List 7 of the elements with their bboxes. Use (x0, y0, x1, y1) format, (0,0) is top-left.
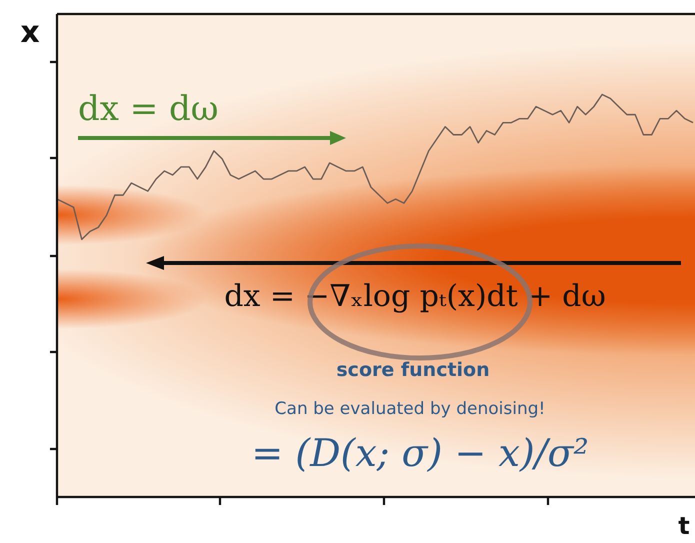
x-axis-title: t (678, 512, 690, 540)
y-axis-title: x (20, 15, 40, 50)
annotation: Can be evaluated by denoising! (274, 399, 546, 419)
annotation: score function (336, 359, 490, 381)
annotation: = (D(x; σ) − x)/σ² (251, 431, 589, 475)
annotation: dx = −∇ₓlog pₜ(x)dt + dω (224, 279, 606, 314)
annotation: dx = dω (78, 89, 219, 129)
